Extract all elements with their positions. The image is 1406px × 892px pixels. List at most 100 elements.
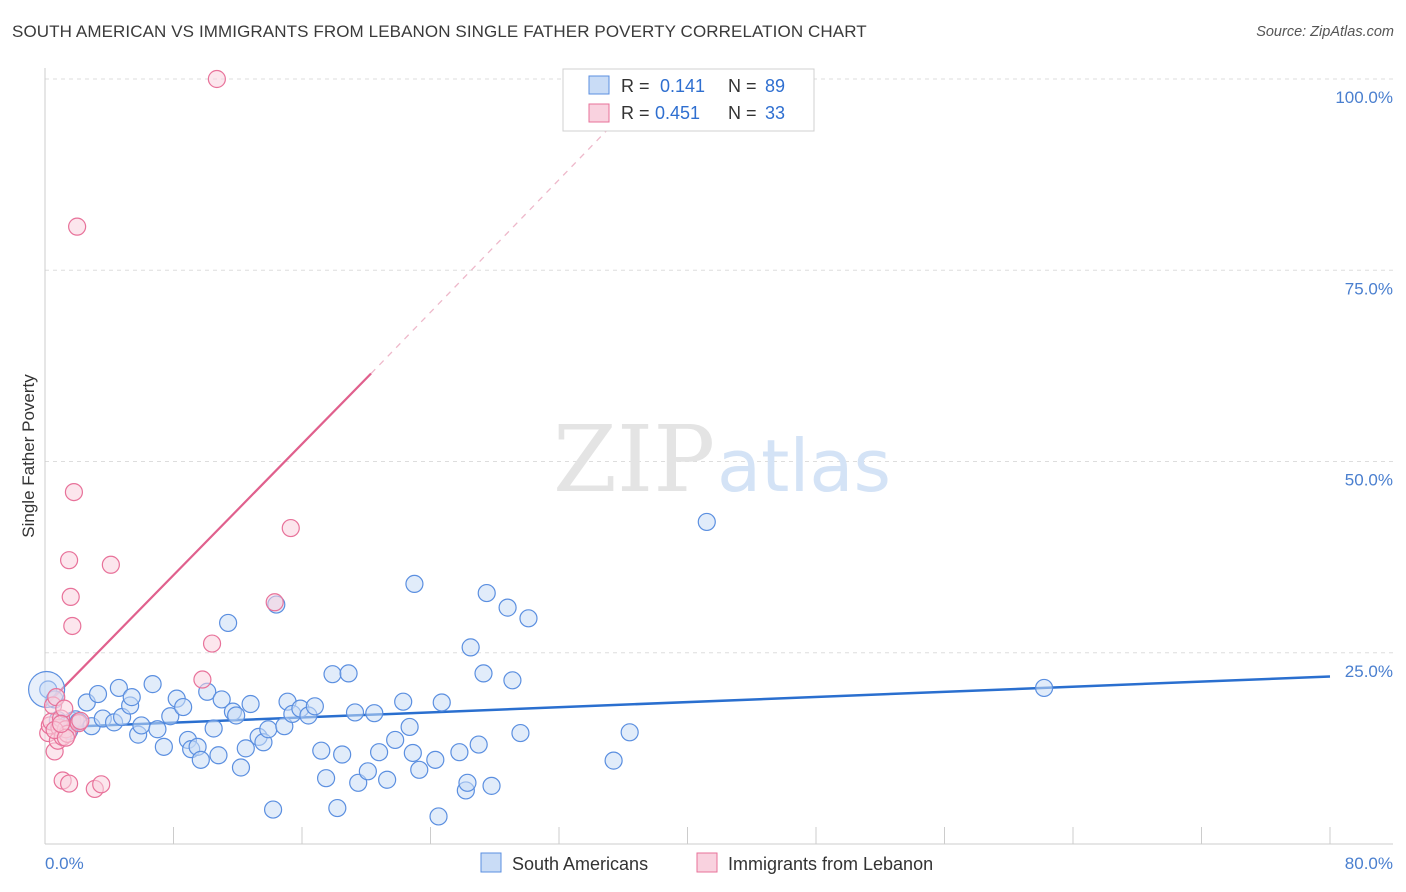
point-lebanon bbox=[71, 711, 90, 730]
watermark-atlas: atlas bbox=[717, 424, 891, 508]
trend-lines bbox=[44, 112, 1331, 729]
point-south-americans bbox=[511, 723, 530, 743]
point-lebanon bbox=[64, 483, 84, 502]
point-south-americans bbox=[345, 703, 365, 722]
source-label: Source: ZipAtlas.com bbox=[1256, 24, 1394, 40]
point-south-americans bbox=[620, 723, 639, 742]
point-lebanon bbox=[55, 699, 74, 718]
point-south-americans bbox=[477, 583, 496, 603]
point-south-americans bbox=[122, 688, 141, 707]
point-lebanon bbox=[61, 587, 80, 607]
point-lebanon bbox=[68, 217, 87, 236]
point-lebanon bbox=[265, 593, 284, 612]
point-south-americans bbox=[405, 574, 424, 594]
point-south-americans bbox=[604, 751, 623, 770]
watermark: ZIP atlas bbox=[553, 406, 891, 513]
legend-r-value-2: 0.451 bbox=[655, 103, 700, 123]
y-tick-label: 50.0% bbox=[1345, 471, 1393, 490]
point-south-americans bbox=[365, 704, 384, 723]
point-south-americans bbox=[312, 741, 331, 760]
point-south-americans bbox=[370, 743, 389, 762]
legend-swatch-blue bbox=[588, 75, 610, 95]
point-south-americans bbox=[219, 613, 238, 633]
axes bbox=[44, 68, 1393, 845]
point-south-americans bbox=[204, 719, 223, 738]
point-south-americans bbox=[410, 760, 429, 779]
point-south-americans bbox=[482, 776, 501, 795]
point-south-americans bbox=[88, 684, 108, 704]
legend-r-label-1: R = bbox=[621, 76, 650, 96]
bottom-legend-label-pink: Immigrants from Lebanon bbox=[728, 854, 933, 874]
point-lebanon bbox=[202, 634, 222, 653]
x-tick-label-max: 80.0% bbox=[1345, 854, 1393, 873]
point-south-americans bbox=[400, 717, 419, 737]
point-south-americans bbox=[305, 697, 324, 716]
point-south-americans bbox=[236, 739, 255, 758]
y-tick-label: 75.0% bbox=[1345, 279, 1393, 298]
point-south-americans bbox=[109, 678, 128, 698]
point-lebanon bbox=[193, 670, 212, 689]
y-tick-label: 25.0% bbox=[1345, 662, 1393, 681]
bottom-legend: South Americans Immigrants from Lebanon bbox=[480, 852, 933, 874]
point-south-americans bbox=[358, 762, 377, 781]
lebanon-points bbox=[39, 69, 300, 799]
legend-n-label-1: N = bbox=[728, 76, 757, 96]
point-lebanon bbox=[207, 69, 226, 89]
point-south-americans bbox=[161, 707, 180, 726]
point-south-americans bbox=[498, 598, 517, 617]
point-south-americans bbox=[316, 769, 336, 788]
bottom-legend-swatch-pink bbox=[696, 852, 718, 873]
x-tick-label-min: 0.0% bbox=[45, 854, 84, 873]
point-south-americans bbox=[469, 735, 488, 754]
point-south-americans bbox=[450, 743, 469, 762]
point-south-americans bbox=[1034, 678, 1054, 698]
point-lebanon bbox=[51, 714, 71, 733]
point-south-americans bbox=[474, 664, 493, 683]
point-south-americans bbox=[697, 512, 716, 532]
point-south-americans bbox=[429, 807, 448, 826]
point-south-americans bbox=[132, 716, 151, 735]
point-south-americans bbox=[154, 737, 173, 756]
point-south-americans bbox=[426, 750, 445, 769]
point-south-americans bbox=[191, 750, 210, 769]
point-south-americans bbox=[259, 720, 278, 739]
point-south-americans bbox=[432, 693, 451, 712]
point-lebanon bbox=[59, 774, 79, 793]
bottom-legend-label-blue: South Americans bbox=[512, 854, 648, 874]
trend-line-lebanon bbox=[44, 372, 372, 708]
point-south-americans bbox=[241, 694, 260, 714]
south-americans-points bbox=[28, 512, 1054, 826]
legend-box: R = 0.141 N = 89 R = 0.451 N = 33 bbox=[562, 68, 815, 132]
trend-extension-lebanon bbox=[370, 112, 624, 374]
point-south-americans bbox=[231, 758, 251, 777]
x-tick-labels: 0.0% 80.0% bbox=[45, 854, 1393, 873]
chart-title: SOUTH AMERICAN VS IMMIGRANTS FROM LEBANO… bbox=[12, 22, 867, 41]
point-south-americans bbox=[458, 773, 477, 792]
y-tick-labels: 25.0% 50.0% 75.0% 100.0% bbox=[1335, 88, 1393, 681]
point-south-americans bbox=[403, 743, 422, 763]
point-south-americans bbox=[519, 609, 538, 628]
legend-r-value-1: 0.141 bbox=[660, 76, 705, 96]
bottom-legend-swatch-blue bbox=[480, 852, 502, 873]
point-south-americans bbox=[263, 800, 283, 819]
point-lebanon bbox=[59, 551, 79, 570]
point-lebanon bbox=[92, 775, 111, 794]
point-south-americans bbox=[209, 746, 228, 765]
point-south-americans bbox=[503, 671, 522, 690]
point-south-americans bbox=[328, 798, 347, 818]
point-south-americans bbox=[339, 664, 358, 683]
point-south-americans bbox=[386, 730, 405, 750]
point-south-americans bbox=[174, 697, 193, 717]
point-south-americans bbox=[212, 690, 231, 709]
point-south-americans bbox=[333, 745, 352, 764]
point-south-americans bbox=[227, 706, 246, 725]
y-tick-label: 100.0% bbox=[1335, 88, 1393, 107]
point-south-americans bbox=[378, 770, 397, 789]
point-south-americans bbox=[394, 692, 413, 711]
point-south-americans bbox=[461, 638, 480, 657]
point-south-americans bbox=[323, 665, 342, 684]
point-lebanon bbox=[101, 555, 120, 574]
grid-lines bbox=[45, 78, 1393, 654]
watermark-zip: ZIP bbox=[553, 406, 715, 513]
